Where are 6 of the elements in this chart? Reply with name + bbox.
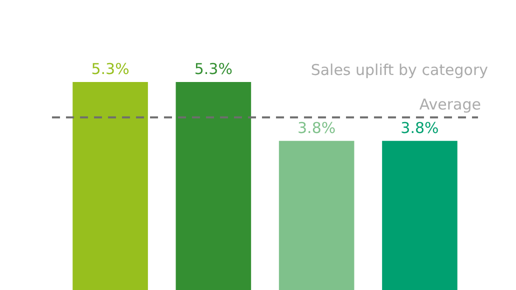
chart-title: Sales uplift by category <box>310 61 488 79</box>
data-label: 3.8% <box>400 118 439 137</box>
ref-line-label: Average <box>419 95 481 114</box>
data-label: 5.3% <box>194 60 232 78</box>
data-label: 5.3% <box>91 60 130 78</box>
data-label: 3.8% <box>298 118 336 137</box>
